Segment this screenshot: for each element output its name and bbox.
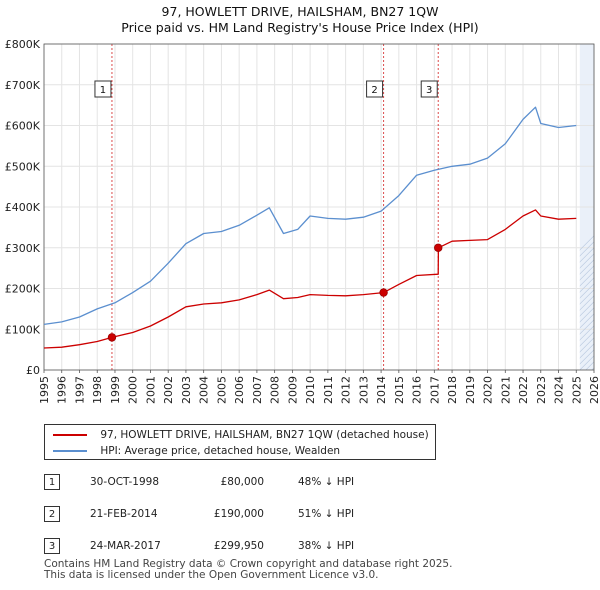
y-tick-label: £200K [5, 283, 41, 296]
x-tick-label: 2008 [269, 376, 282, 404]
sale-price: £190,000 [213, 508, 264, 520]
legend-swatch-hpi [53, 450, 87, 452]
price-chart: 1 2 3 £0 £100K £200K £300K £400K £500K £600K £700K… [5, 38, 600, 404]
footer-line-copyright: Contains HM Land Registry data © Crown c… [44, 558, 453, 570]
sale-row: 3 24-MAR-2017 £299,950 38% ↓ HPI [44, 538, 464, 556]
plot-frame [43, 43, 595, 371]
chart-legend: 97, HOWLETT DRIVE, HAILSHAM, BN27 1QW (d… [44, 424, 436, 460]
sale-price: £80,000 [220, 476, 264, 488]
sale-label-box [420, 80, 438, 98]
sale-number-badge: 2 [44, 506, 60, 522]
sale-label-number: 3 [426, 85, 432, 96]
x-tick-label: 1996 [56, 376, 69, 404]
x-tick-label: 2007 [251, 376, 264, 404]
sale-label-box [94, 80, 112, 98]
x-tick-label: 2009 [286, 376, 299, 404]
footer-notice: Contains HM Land Registry data © Crown c… [44, 559, 452, 581]
x-tick-label: 2011 [322, 376, 335, 404]
x-tick-label: 2003 [180, 376, 193, 404]
y-tick-label: £600K [5, 120, 41, 133]
hpi-line [43, 106, 577, 326]
sale-point [107, 333, 117, 342]
sale-label-box [366, 80, 384, 98]
x-tick-label: 2017 [428, 376, 441, 404]
x-tick-label: 2025 [570, 376, 583, 404]
y-tick-label: £800K [5, 38, 41, 51]
x-tick-label: 2005 [215, 376, 228, 404]
x-tick-label: 2006 [233, 376, 246, 404]
sale-hpi-diff: 51% ↓ HPI [298, 508, 355, 520]
x-tick-label: 2001 [144, 376, 157, 404]
x-tick-label: 2012 [340, 376, 353, 404]
chart-subtitle: Price paid vs. HM Land Registry's House … [121, 20, 479, 35]
sale-date: 21-FEB-2014 [90, 508, 158, 520]
sale-date: 30-OCT-1998 [90, 476, 159, 488]
x-tick-label: 2013 [357, 376, 370, 404]
sale-point [434, 243, 443, 252]
x-tick-label: 2002 [162, 376, 175, 404]
sale-label-number: 2 [371, 85, 377, 96]
x-tick-label: 2014 [375, 376, 388, 404]
sale-label-number: 1 [100, 85, 106, 96]
y-tick-label: £400K [5, 201, 41, 214]
x-tick-label: 2015 [393, 376, 406, 404]
sale-date: 24-MAR-2017 [90, 540, 161, 552]
sale-hpi-diff: 48% ↓ HPI [298, 476, 355, 488]
legend-item-hpi: HPI: Average price, detached house, Weal… [53, 444, 340, 458]
x-tick-label: 2019 [464, 376, 477, 404]
footer-line-licence: This data is licensed under the Open Gov… [44, 569, 379, 581]
sale-hpi-diff: 38% ↓ HPI [298, 540, 355, 552]
legend-label-hpi: HPI: Average price, detached house, Weal… [100, 445, 341, 457]
x-tick-label: 2024 [553, 376, 566, 404]
sale-number-badge: 1 [44, 474, 60, 490]
legend-swatch-property [53, 434, 87, 436]
forecast-hatch [579, 301, 595, 317]
x-tick-label: 1999 [109, 376, 122, 404]
x-tick-label: 2022 [517, 376, 530, 404]
x-tick-label: 2000 [127, 376, 140, 404]
sale-row: 2 21-FEB-2014 £190,000 51% ↓ HPI [44, 506, 464, 524]
x-tick-label: 2023 [535, 376, 548, 404]
x-tick-label: 2016 [411, 376, 424, 404]
property-price-line [43, 209, 577, 349]
y-tick-label: £100K [5, 323, 41, 336]
x-tick-label: 2018 [446, 376, 459, 404]
x-tick-label: 2004 [198, 376, 211, 404]
sale-number-badge: 3 [44, 538, 60, 554]
y-tick-label: £0 [26, 364, 40, 377]
x-tick-label: 1995 [38, 376, 51, 404]
x-tick-label: 2010 [304, 376, 317, 404]
y-tick-label: £500K [5, 160, 41, 173]
x-tick-label: 2026 [588, 376, 600, 404]
forecast-hatch [579, 307, 595, 323]
sale-price: £299,950 [213, 540, 264, 552]
x-tick-label: 2020 [482, 376, 495, 404]
x-tick-label: 1998 [91, 376, 104, 404]
chart-title: 97, HOWLETT DRIVE, HAILSHAM, BN27 1QW [161, 4, 439, 19]
legend-label-property: 97, HOWLETT DRIVE, HAILSHAM, BN27 1QW (d… [100, 429, 429, 441]
x-tick-label: 1997 [73, 376, 86, 404]
y-tick-label: £700K [5, 79, 41, 92]
sale-point [379, 288, 388, 297]
sale-row: 1 30-OCT-1998 £80,000 48% ↓ HPI [44, 474, 464, 492]
x-tick-label: 2021 [499, 376, 512, 404]
forecast-hatch [579, 313, 595, 329]
legend-item-property: 97, HOWLETT DRIVE, HAILSHAM, BN27 1QW (d… [53, 428, 429, 442]
y-tick-label: £300K [5, 242, 41, 255]
